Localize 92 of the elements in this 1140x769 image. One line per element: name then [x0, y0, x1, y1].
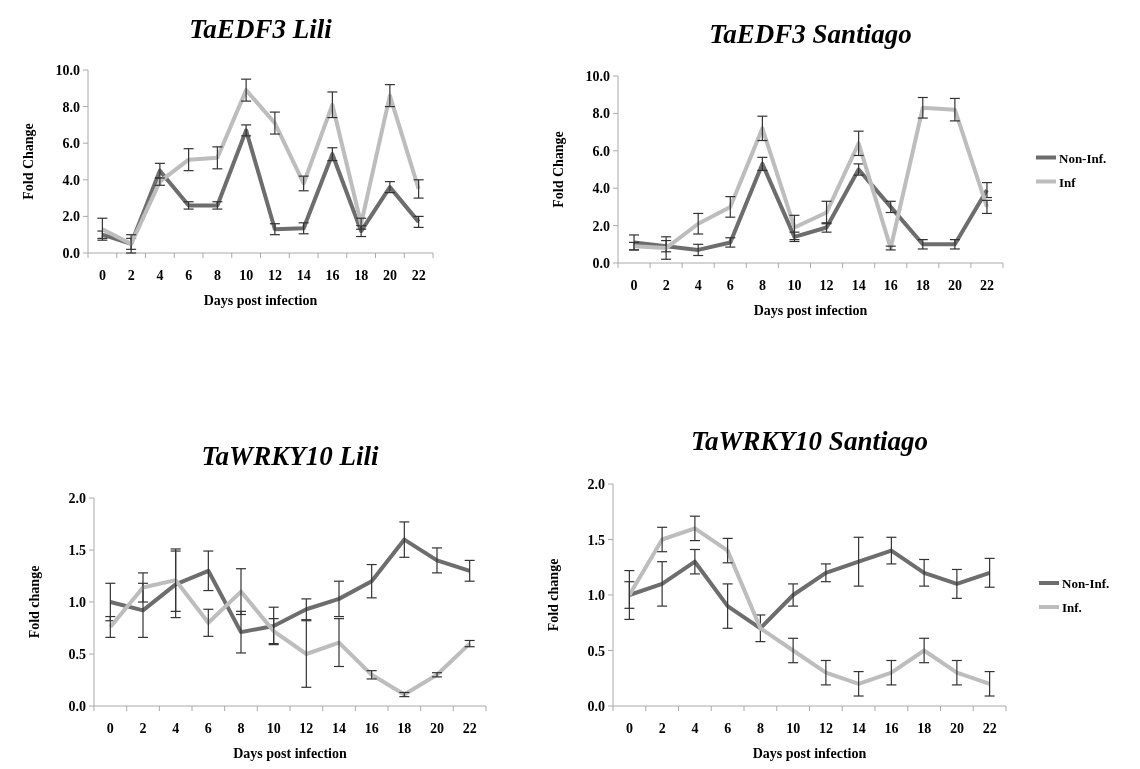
- x-axis-title: Days post infection: [233, 746, 347, 761]
- y-tick-label: 0.0: [62, 246, 80, 261]
- x-tick-label: 18: [397, 721, 412, 736]
- x-tick-label: 22: [462, 721, 477, 736]
- x-tick-label: 2: [658, 721, 666, 736]
- y-axis-title: Fold Change: [551, 131, 566, 208]
- x-tick-label: 12: [299, 721, 314, 736]
- x-tick-label: 2: [139, 721, 147, 736]
- x-tick-label: 14: [296, 268, 311, 283]
- y-tick-label: 1.0: [68, 595, 86, 610]
- x-tick-label: 12: [267, 268, 282, 283]
- y-tick-label: 4.0: [592, 181, 610, 197]
- y-tick-label: 4.0: [62, 172, 80, 188]
- x-tick-label: 22: [979, 278, 994, 293]
- x-tick-label: 6: [724, 721, 732, 736]
- line-series: [108, 578, 472, 697]
- x-tick-label: 12: [819, 278, 834, 293]
- chart-title: TaWRKY10 Lili: [201, 441, 379, 471]
- x-tick-label: 18: [354, 268, 369, 283]
- y-tick-label: 2.0: [592, 218, 610, 234]
- x-tick-label: 10: [239, 268, 254, 283]
- x-tick-label: 8: [237, 721, 245, 736]
- y-tick-label: 0.0: [587, 699, 605, 714]
- line-series: [100, 88, 421, 246]
- y-tick-label: 2.0: [68, 491, 86, 506]
- x-tick-label: 8: [756, 721, 764, 736]
- y-axis-title: Fold change: [27, 565, 42, 639]
- x-tick-label: 0: [98, 268, 106, 283]
- x-axis-title: Days post infection: [753, 303, 868, 318]
- x-tick-label: 4: [172, 721, 180, 736]
- x-axis-title: Days post infection: [752, 746, 867, 761]
- chart-title: TaWRKY10 Santiago: [691, 426, 928, 456]
- y-tick-label: 0.0: [68, 699, 86, 714]
- x-tick-label: 22: [411, 268, 426, 283]
- x-tick-label: 10: [786, 721, 801, 736]
- y-tick-label: 1.5: [587, 532, 605, 548]
- legend-label: Inf: [1059, 174, 1077, 190]
- x-tick-label: 18: [917, 721, 932, 736]
- x-tick-label: 16: [883, 278, 898, 293]
- x-axis-title: Days post infection: [203, 293, 318, 308]
- y-tick-label: 0.5: [587, 643, 605, 659]
- x-tick-label: 16: [325, 268, 340, 283]
- x-tick-label: 4: [691, 721, 699, 736]
- y-tick-label: 6.0: [62, 136, 80, 152]
- y-tick-label: 10.0: [55, 63, 80, 78]
- y-tick-label: 1.5: [68, 543, 86, 558]
- y-tick-label: 0.0: [592, 256, 610, 271]
- y-tick-label: 1.0: [587, 588, 605, 603]
- x-tick-label: 2: [662, 278, 670, 293]
- x-tick-label: 8: [758, 278, 766, 293]
- x-tick-label: 6: [204, 721, 212, 736]
- x-tick-label: 2: [127, 268, 135, 283]
- x-tick-label: 14: [851, 721, 866, 736]
- x-tick-label: 14: [332, 721, 346, 736]
- y-axis-title: Fold change: [546, 558, 561, 632]
- legend-label: Non-Inf.: [1059, 150, 1107, 166]
- x-tick-label: 22: [982, 721, 997, 736]
- y-tick-label: 2.0: [587, 477, 605, 492]
- x-tick-label: 10: [787, 278, 802, 293]
- chart-title: TaEDF3 Santiago: [709, 19, 912, 49]
- x-tick-label: 6: [726, 278, 734, 293]
- x-tick-label: 14: [851, 278, 866, 293]
- x-tick-label: 12: [818, 721, 833, 736]
- x-tick-label: 20: [382, 268, 397, 283]
- x-tick-label: 16: [884, 721, 899, 736]
- y-tick-label: 10.0: [585, 69, 610, 84]
- legend-label: Non-Inf.: [1062, 576, 1110, 591]
- y-tick-label: 8.0: [62, 99, 80, 115]
- x-tick-label: 0: [625, 721, 633, 736]
- line-series: [627, 526, 992, 686]
- x-tick-label: 20: [430, 721, 444, 736]
- line-series: [632, 105, 989, 251]
- x-tick-label: 18: [915, 278, 930, 293]
- x-tick-label: 16: [364, 721, 379, 736]
- x-tick-label: 6: [185, 268, 193, 283]
- line-series: [108, 537, 472, 635]
- x-tick-label: 0: [630, 278, 638, 293]
- x-tick-label: 20: [947, 278, 962, 293]
- x-tick-label: 8: [213, 268, 221, 283]
- chart-title: TaEDF3 Lili: [189, 14, 333, 44]
- y-tick-label: 2.0: [62, 209, 80, 225]
- x-tick-label: 4: [694, 278, 702, 293]
- y-tick-label: 0.5: [68, 647, 86, 662]
- y-tick-label: 8.0: [592, 106, 610, 122]
- line-series: [627, 548, 992, 631]
- y-tick-label: 6.0: [592, 143, 610, 159]
- x-tick-label: 10: [266, 721, 281, 736]
- x-tick-label: 4: [156, 268, 164, 283]
- y-axis-title: Fold Change: [21, 123, 36, 200]
- legend-label: Inf.: [1062, 600, 1082, 615]
- x-tick-label: 0: [106, 721, 114, 736]
- x-tick-label: 20: [949, 721, 964, 736]
